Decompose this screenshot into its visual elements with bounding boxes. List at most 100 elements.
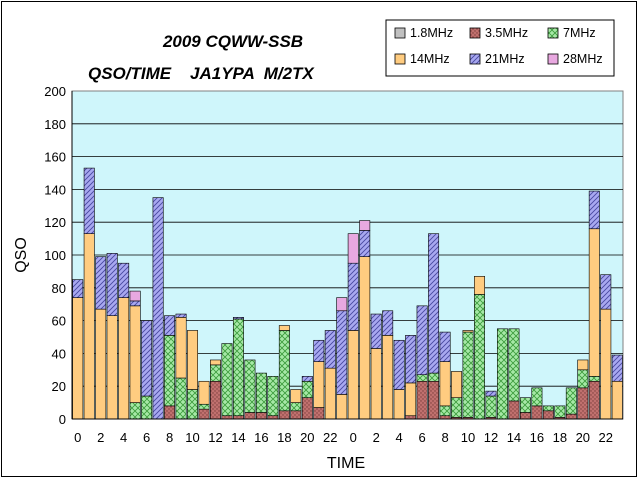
legend-swatch: [547, 27, 559, 39]
x-tick-label: 6: [418, 430, 425, 445]
x-tick-label: 2: [373, 430, 380, 445]
bar-segment-7mhz: [531, 387, 543, 407]
bar-segment-21mhz: [324, 330, 336, 369]
bar-segment-21mhz: [588, 190, 600, 230]
bar-segment-28mhz: [347, 233, 359, 264]
bar-segment-3-5mhz: [508, 400, 520, 420]
bar-segment-3-5mhz: [198, 408, 210, 420]
bar-segment-7mhz: [129, 402, 141, 420]
x-tick-label: 14: [231, 430, 245, 445]
bar-segment-7mhz: [267, 376, 279, 417]
y-tick-label: 40: [52, 346, 66, 361]
bar-segment-7mhz: [439, 405, 451, 417]
bar-segment-14mhz: [83, 233, 95, 420]
bar-segment-21mhz: [393, 339, 405, 390]
bar-segment-21mhz: [347, 262, 359, 331]
bar-segment-14mhz: [393, 389, 405, 420]
bar-segment-14mhz: [588, 228, 600, 377]
bar-segment-7mhz: [187, 389, 198, 420]
y-tick-label: 60: [52, 314, 66, 329]
legend-label: 14MHz: [410, 52, 450, 66]
legend-swatch: [469, 53, 481, 65]
bar-segment-3-5mhz: [428, 380, 440, 420]
bar-segment-14mhz: [118, 297, 130, 420]
bar-segment-3-5mhz: [588, 380, 600, 420]
bar-segment-7mhz: [290, 402, 302, 412]
bar-segment-14mhz: [313, 361, 325, 408]
y-tick-label: 20: [52, 379, 66, 394]
bar-segment-7mhz: [198, 403, 210, 410]
bar-segment-7mhz: [451, 397, 463, 418]
bar-segment-14mhz: [198, 380, 210, 405]
bar-segment-3-5mhz: [164, 405, 176, 420]
x-tick-label: 22: [599, 430, 613, 445]
bar-segment-14mhz: [600, 308, 612, 420]
x-tick-label: 22: [323, 430, 337, 445]
bar-segment-14mhz: [611, 380, 623, 420]
bar-segment-14mhz: [95, 308, 107, 420]
bar-segment-14mhz: [382, 335, 394, 420]
bar-segment-7mhz: [164, 335, 176, 407]
bar-segment-28mhz: [359, 220, 371, 231]
bar-segment-14mhz: [451, 371, 463, 398]
x-tick-label: 4: [120, 430, 127, 445]
bar-segment-3-5mhz: [577, 387, 589, 420]
legend-label: 1.8MHz: [410, 26, 453, 40]
bar-segment-21mhz: [301, 376, 313, 382]
bar-segment-3-5mhz: [313, 407, 325, 420]
bar-segment-7mhz: [244, 359, 256, 413]
bar-segment-14mhz: [370, 348, 382, 420]
x-tick-label: 0: [74, 430, 81, 445]
x-tick-label: 16: [254, 430, 268, 445]
y-tick-label: 100: [44, 248, 66, 263]
x-tick-label: 12: [208, 430, 222, 445]
bar-segment-3-5mhz: [244, 412, 256, 420]
x-tick-label: 4: [396, 430, 403, 445]
y-tick-label: 200: [44, 84, 66, 99]
bar-segment-14mhz: [336, 394, 348, 420]
x-tick-label: 8: [166, 430, 173, 445]
legend-swatch: [394, 53, 406, 65]
bar-segment-14mhz: [175, 317, 187, 379]
bar-segment-21mhz: [600, 274, 612, 310]
bar-segment-21mhz: [141, 320, 153, 397]
x-tick-label: 0: [350, 430, 357, 445]
bar-segment-21mhz: [164, 315, 176, 336]
x-tick-label: 18: [277, 430, 291, 445]
bar-segment-7mhz: [278, 330, 290, 412]
legend-label: 21MHz: [485, 52, 525, 66]
legend-swatch: [469, 27, 481, 39]
bar-segment-7mhz: [462, 331, 474, 418]
bar-segment-21mhz: [95, 256, 107, 310]
y-tick-label: 120: [44, 215, 66, 230]
bar-segment-3-5mhz: [565, 413, 577, 420]
bar-segment-7mhz: [232, 318, 244, 417]
bar-segment-7mhz: [497, 328, 508, 420]
bar-segment-7mhz: [485, 395, 497, 418]
bar-segment-7mhz: [508, 328, 520, 402]
bar-segment-14mhz: [474, 276, 485, 295]
x-tick-labels: 0 2 4 6 8 10 12 14 16 18 20 22 0 2 4 6 8 10 12 14 16 18 20 22: [74, 430, 613, 445]
y-tick-label: 0: [59, 412, 66, 427]
bar-segment-7mhz: [542, 405, 554, 412]
bars: [72, 167, 623, 420]
bar-segment-21mhz: [72, 279, 84, 298]
bar-segment-14mhz: [210, 359, 221, 366]
bar-segment-7mhz: [221, 343, 233, 417]
bar-segment-7mhz: [141, 395, 153, 420]
x-tick-label: 12: [484, 430, 498, 445]
bar-segment-14mhz: [187, 330, 198, 390]
bar-segment-14mhz: [324, 367, 336, 420]
bar-segment-7mhz: [175, 377, 187, 420]
legend-label: 3.5MHz: [485, 26, 528, 40]
bar-segment-21mhz: [405, 335, 417, 384]
x-tick-label: 16: [530, 430, 544, 445]
bar-segment-21mhz: [439, 331, 451, 362]
bar-segment-21mhz: [359, 230, 371, 257]
x-tick-label: 18: [553, 430, 567, 445]
bar-segment-14mhz: [278, 325, 290, 331]
x-tick-label: 8: [441, 430, 448, 445]
y-axis-label: QSO: [13, 237, 30, 273]
chart-title-line-1: 2009 CQWW-SSB: [162, 32, 303, 51]
